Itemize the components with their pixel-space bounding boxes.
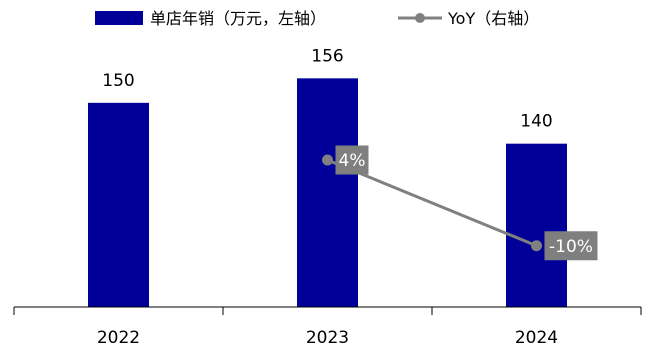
yoy-point-2023	[322, 154, 333, 166]
bar-value-label-2022: 150	[102, 71, 134, 91]
bar-2024	[506, 143, 567, 307]
yoy-label-box-2024	[544, 231, 598, 261]
x-tick-label-2022: 2022	[97, 328, 140, 348]
bar-2022	[88, 102, 149, 307]
legend-line-marker	[415, 13, 425, 23]
bar-2023	[297, 78, 358, 307]
x-tick-label-2023: 2023	[306, 328, 349, 348]
legend-bar-label: 单店年销（万元，左轴）	[150, 9, 326, 28]
x-tick-label-2024: 2024	[515, 328, 558, 348]
yoy-label-2023: 4%	[339, 151, 366, 171]
bar-value-label-2023: 156	[311, 46, 343, 66]
plot-area: 150 156 140 2022 2023 2024 4% -10%	[13, 46, 642, 348]
yoy-label-2024: -10%	[549, 237, 593, 257]
yoy-label-box-2023	[335, 145, 369, 175]
yoy-point-2024	[531, 240, 542, 252]
legend-line-label: YoY（右轴）	[447, 9, 539, 28]
bar-value-label-2024: 140	[520, 112, 552, 132]
legend-bar-swatch	[95, 11, 143, 25]
legend: 单店年销（万元，左轴） YoY（右轴）	[95, 9, 539, 28]
